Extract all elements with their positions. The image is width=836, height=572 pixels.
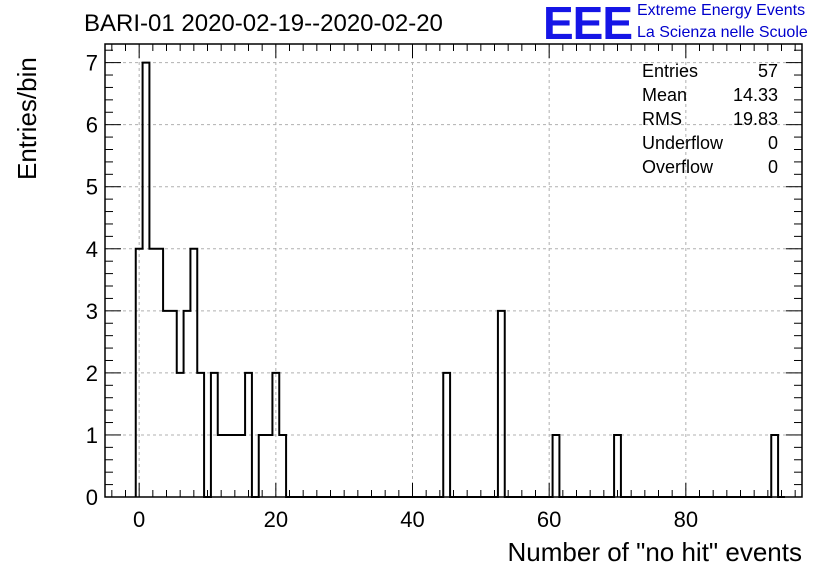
histogram-outline (134, 61, 785, 498)
x-tick-label: 60 (537, 507, 561, 532)
histogram-bin (156, 249, 163, 497)
histogram-bin (498, 311, 505, 497)
x-tick-label: 80 (674, 507, 698, 532)
histogram-bin (225, 435, 232, 497)
histogram-bin (553, 435, 560, 497)
histogram-bin (771, 435, 778, 497)
histogram-bin (163, 311, 170, 497)
histogram-bin (614, 435, 621, 497)
stat-row-entries: Entries 57 (642, 60, 778, 84)
stat-label: Underflow (642, 133, 724, 153)
stat-label: Mean (642, 85, 688, 105)
grid-lines (105, 44, 802, 497)
stat-label: RMS (642, 109, 682, 129)
stat-value: 57 (757, 61, 778, 81)
tick-labels: 0 20 40 60 80 0 1 2 3 4 5 6 7 (86, 51, 698, 532)
y-tick-label: 7 (86, 51, 98, 76)
y-tick-label: 5 (86, 175, 98, 200)
logo-tagline-2: La Scienza nelle Scuole (637, 24, 808, 41)
stats-box: Entries 57 Mean 14.33 RMS 19.83 Underflo… (642, 60, 778, 180)
stat-value: 19.83 (732, 109, 778, 129)
y-tick-label: 1 (86, 423, 98, 448)
stat-row-underflow: Underflow 0 (642, 132, 778, 156)
histogram-bins (134, 61, 785, 498)
histogram-bin (184, 311, 191, 497)
histogram-bin (149, 249, 156, 497)
stat-label: Entries (642, 61, 699, 81)
logo-tagline-1: Extreme Energy Events (637, 2, 806, 19)
histogram-bin (245, 373, 252, 497)
histogram-bin (143, 63, 150, 497)
x-tick-label: 20 (264, 507, 288, 532)
histogram-bin (190, 249, 197, 497)
stat-row-mean: Mean 14.33 (642, 84, 778, 108)
histogram-bin (170, 311, 177, 497)
axis-ticks (105, 44, 802, 498)
y-tick-label: 4 (86, 237, 98, 262)
stat-label: Overflow (642, 157, 714, 177)
y-tick-label: 3 (86, 299, 98, 324)
histogram-bin (272, 373, 279, 497)
histogram-bin (218, 435, 225, 497)
histogram-bin (443, 373, 450, 497)
histogram-bin (177, 373, 184, 497)
stat-row-rms: RMS 19.83 (642, 108, 778, 132)
histogram-bin (266, 435, 273, 497)
histogram-bin (238, 435, 245, 497)
histogram-bin (211, 373, 218, 497)
y-tick-label: 0 (86, 485, 98, 510)
y-tick-label: 2 (86, 361, 98, 386)
stat-row-overflow: Overflow 0 (642, 156, 778, 180)
histogram-bin (136, 249, 143, 497)
x-tick-label: 40 (400, 507, 424, 532)
x-tick-label: 0 (133, 507, 145, 532)
stat-value: 0 (767, 157, 778, 177)
histogram-bin (231, 435, 238, 497)
y-axis-label: Entries/bin (12, 57, 42, 180)
y-tick-label: 6 (86, 113, 98, 138)
stat-value: 0 (767, 133, 778, 153)
eee-logo: EEE (543, 0, 633, 49)
histogram-bin (197, 373, 204, 497)
stat-value: 14.33 (732, 85, 778, 105)
histogram-bin (259, 435, 266, 497)
histogram-bin (279, 435, 286, 497)
chart-title: BARI-01 2020-02-19--2020-02-20 (84, 10, 443, 37)
x-axis-label: Number of "no hit" events (507, 537, 803, 567)
